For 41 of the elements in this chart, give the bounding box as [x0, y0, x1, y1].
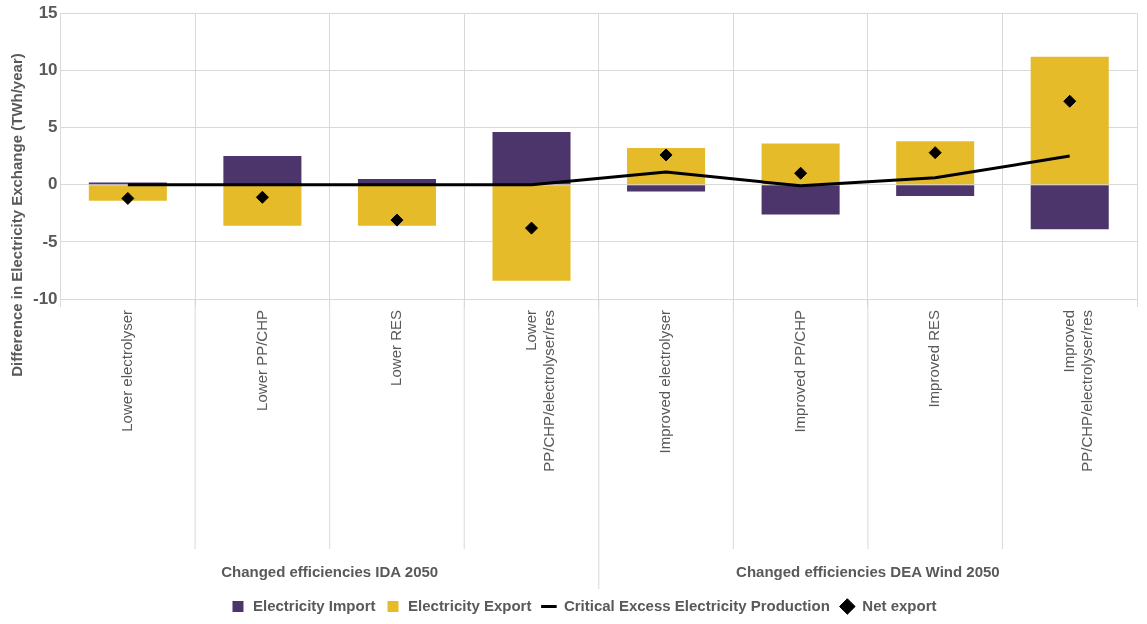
y-axis-title: Difference in Electricity Exchange (TWh/year): [8, 53, 26, 377]
bar: [627, 185, 706, 192]
text: Changed efficiencies IDA 2050: [221, 563, 439, 581]
bar: [357, 185, 436, 226]
x-tick-label: Improved PP/CHP/electrolyser/res: [1059, 310, 1095, 472]
x-tick-label: Lower electrolyser: [117, 310, 135, 432]
bar: [1030, 56, 1109, 185]
point: [525, 221, 539, 235]
point: [1063, 94, 1077, 108]
legend-label: Electricity Export: [408, 596, 532, 614]
y-tick-label: 0: [48, 174, 58, 194]
y-tick-label: 5: [48, 117, 58, 137]
text: Changed efficiencies DEA Wind 2050: [736, 563, 1000, 581]
legend-label: Critical Excess Electricity Production: [563, 596, 830, 614]
x-tick-label: Lower RES: [387, 310, 405, 386]
x-tick-label: Improved RES: [925, 310, 943, 408]
bar: [88, 185, 167, 201]
bar: [1030, 185, 1109, 230]
bar: [223, 185, 302, 226]
bar: [761, 185, 840, 215]
legend-label: Electricity Import: [252, 596, 376, 614]
x-tick-label: Lower PP/CHP/electrolyser/res: [521, 310, 557, 472]
bar: [896, 185, 975, 197]
point: [121, 191, 135, 205]
point: [659, 148, 673, 162]
bar: [492, 132, 571, 185]
bar: [223, 156, 302, 185]
x-tick-label: Improved electrolyser: [656, 310, 674, 454]
y-tick-label: -5: [42, 231, 58, 251]
y-tick-label: 15: [38, 2, 58, 22]
x-tick-label: Lower PP/CHP: [252, 310, 270, 411]
bar: [492, 185, 571, 281]
point: [390, 213, 404, 227]
y-tick-label: 10: [38, 60, 58, 80]
legend-label: Net export: [862, 596, 937, 614]
bar: [761, 143, 840, 185]
x-tick-label: Improved PP/CHP: [790, 310, 808, 433]
point: [255, 190, 269, 204]
point: [928, 146, 942, 160]
y-tick-label: -10: [32, 288, 58, 308]
point: [794, 166, 808, 180]
